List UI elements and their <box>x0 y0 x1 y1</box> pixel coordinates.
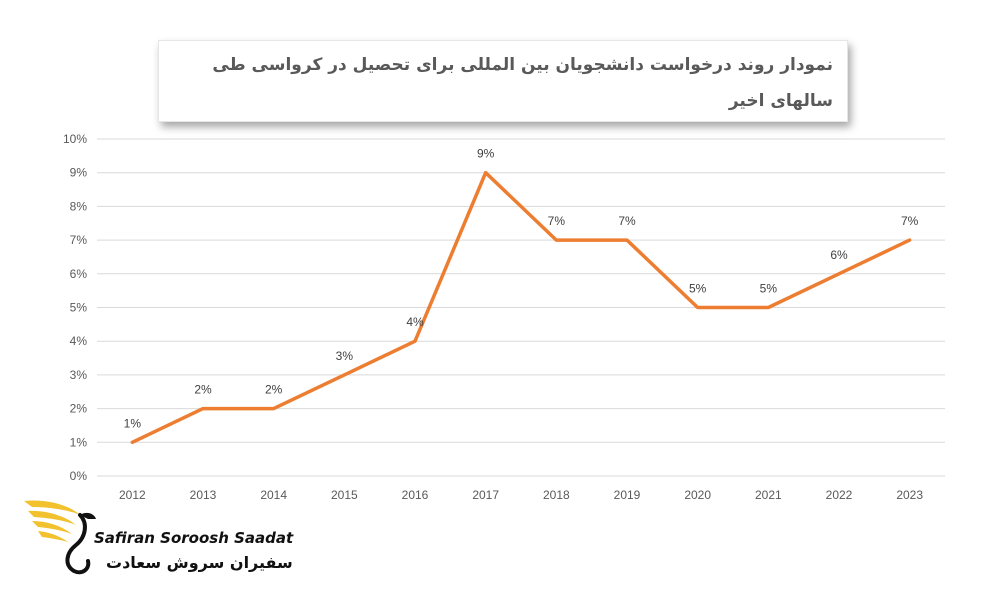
x-tick-label: 2020 <box>684 488 711 502</box>
x-tick-label: 2015 <box>331 488 358 502</box>
y-tick-label: 8% <box>70 199 88 213</box>
x-tick-label: 2021 <box>755 488 782 502</box>
x-tick-label: 2018 <box>543 488 570 502</box>
y-tick-label: 9% <box>70 166 88 180</box>
data-labels: 1% 2% 2% 3% 4% 9% 7% 7% 5% 5% 6% 7% <box>124 147 919 431</box>
data-label: 7% <box>901 214 919 228</box>
gridlines <box>97 138 945 477</box>
y-tick-label: 4% <box>70 334 88 348</box>
company-logo: Safiran Soroosh Saadat سفیران سروش سعادت <box>22 493 294 583</box>
y-tick-label: 7% <box>70 233 88 247</box>
data-label: 2% <box>265 383 283 397</box>
x-tick-label: 2022 <box>826 488 853 502</box>
y-tick-label: 6% <box>70 267 88 281</box>
data-label: 1% <box>124 416 142 430</box>
y-tick-label: 2% <box>70 402 88 416</box>
series-line <box>130 170 912 445</box>
y-tick-label: 5% <box>70 301 88 315</box>
x-axis-tick-labels: 2012 2013 2014 2015 2016 2017 2018 2019 2020 2021… <box>119 488 923 502</box>
y-axis-tick-labels: 0% 1% 2% 3% 4% 5% 6% 7% 8% 9% 10% <box>63 132 87 483</box>
x-tick-label: 2013 <box>190 488 217 502</box>
data-label: 5% <box>689 282 707 296</box>
data-label: 7% <box>618 214 636 228</box>
logo-text-persian: سفیران سروش سعادت <box>106 553 293 572</box>
y-tick-label: 1% <box>70 435 88 449</box>
y-tick-label: 10% <box>63 132 87 146</box>
x-tick-label: 2016 <box>402 488 429 502</box>
logo-text-english: Safiran Soroosh Saadat <box>94 529 294 547</box>
data-label: 6% <box>830 248 848 262</box>
data-label: 9% <box>477 147 495 161</box>
x-tick-label: 2014 <box>260 488 287 502</box>
data-label: 3% <box>336 349 354 363</box>
data-label: 7% <box>548 214 566 228</box>
series-lines <box>130 170 912 445</box>
x-tick-label: 2017 <box>472 488 499 502</box>
chart-title: نمودار روند درخواست دانشجویان بین المللی… <box>158 40 848 122</box>
y-tick-label: 0% <box>70 469 88 483</box>
x-tick-label: 2012 <box>119 488 146 502</box>
y-tick-label: 3% <box>70 368 88 382</box>
data-label: 5% <box>760 282 778 296</box>
x-tick-label: 2019 <box>614 488 641 502</box>
data-label: 4% <box>406 315 424 329</box>
bird-wing-icon <box>24 500 96 575</box>
x-tick-label: 2023 <box>896 488 923 502</box>
data-label: 2% <box>194 383 212 397</box>
